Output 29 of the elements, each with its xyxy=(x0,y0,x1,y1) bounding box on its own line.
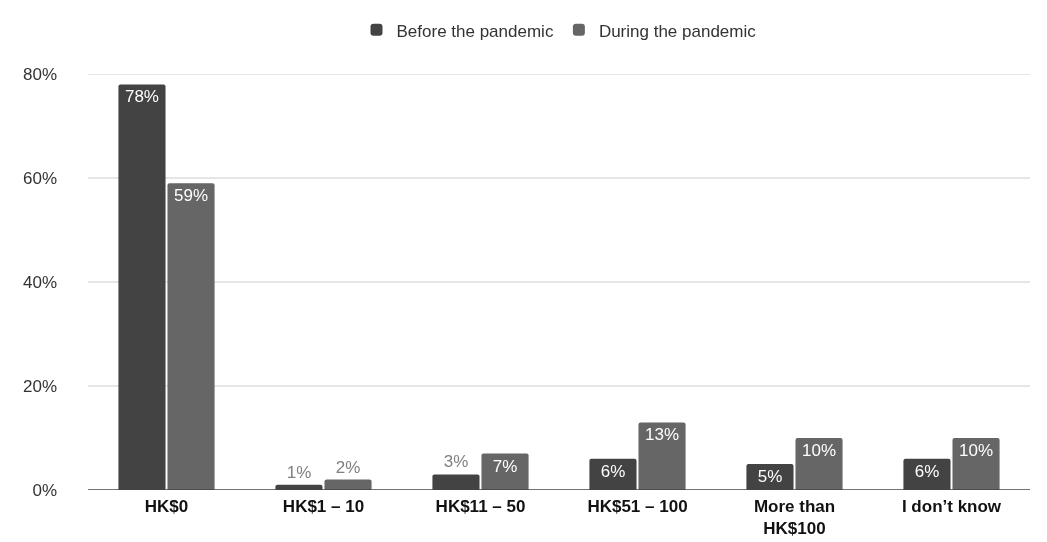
bar xyxy=(167,183,215,490)
x-tick-label: HK$0 xyxy=(144,497,189,516)
legend-label: Before the pandemic xyxy=(396,21,554,41)
data-label: 7% xyxy=(492,456,518,476)
legend-label: During the pandemic xyxy=(598,21,757,41)
x-tick-label: HK$1 – 10 xyxy=(282,497,365,516)
bar xyxy=(952,438,1000,490)
bar xyxy=(795,438,843,490)
y-tick-label: 60% xyxy=(22,168,57,188)
bar xyxy=(638,422,686,490)
data-label: 3% xyxy=(443,452,469,472)
x-tick-label: HK$11 – 50 xyxy=(435,497,526,516)
data-label: 13% xyxy=(645,425,680,445)
x-tick-label: HK$51 – 100 xyxy=(587,497,688,516)
data-label: 10% xyxy=(959,441,994,460)
y-tick-label: 20% xyxy=(22,376,57,396)
x-tick-label: I don’t know xyxy=(901,497,1002,516)
y-tick-label: 40% xyxy=(22,272,57,292)
y-tick-label: 0% xyxy=(32,480,57,500)
y-tick-label: 80% xyxy=(22,64,57,84)
data-label: 6% xyxy=(600,461,626,481)
data-label: 6% xyxy=(914,461,940,481)
data-label: 2% xyxy=(335,457,361,477)
x-tick-label: More than HK$100 xyxy=(753,497,836,539)
data-label: 10% xyxy=(802,441,837,460)
data-label: 59% xyxy=(174,186,209,206)
data-label: 5% xyxy=(757,467,783,486)
data-label: 78% xyxy=(124,87,159,107)
data-label: 1% xyxy=(286,462,312,482)
